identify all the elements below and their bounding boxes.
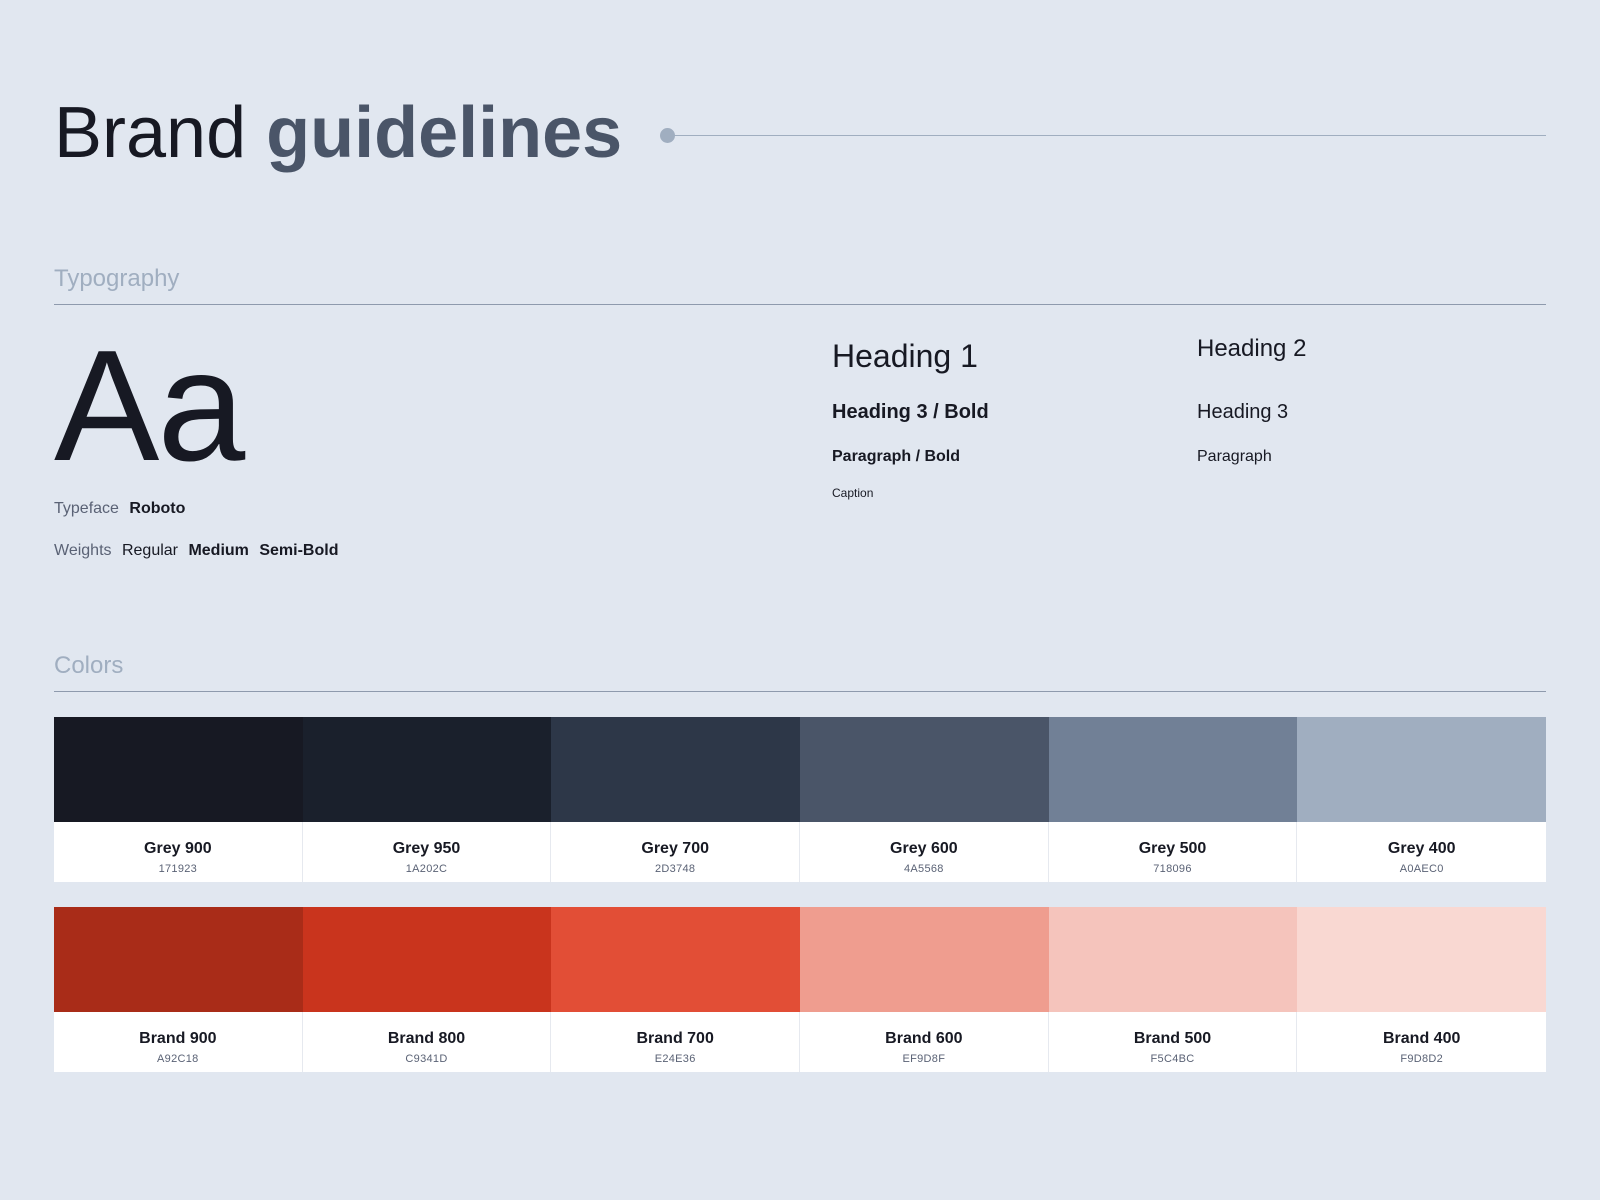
color-swatch: Grey 600 4A5568 (800, 717, 1049, 882)
swatch-hex: A92C18 (157, 1053, 199, 1065)
swatch-hex: F9D8D2 (1400, 1053, 1444, 1065)
swatch-hex: C9341D (405, 1053, 448, 1065)
swatch-name: Brand 600 (885, 1030, 963, 1047)
typography-section-title: Typography (54, 264, 1546, 305)
swatch-hex: A0AEC0 (1399, 863, 1444, 875)
color-swatch: Brand 700 E24E36 (551, 907, 801, 1072)
swatch-color-block (54, 907, 303, 1012)
swatch-name: Grey 700 (641, 840, 709, 857)
page-title-accent: guidelines (266, 93, 623, 173)
swatch-info: Brand 800 C9341D (302, 1012, 552, 1072)
swatch-color-block (302, 717, 552, 822)
page-header: Brand guidelines (54, 88, 1546, 178)
style-heading-1: Heading 1 (832, 338, 978, 374)
weights-label: Weights (54, 542, 112, 559)
swatch-color-block (800, 717, 1049, 822)
color-swatch: Grey 400 A0AEC0 (1297, 717, 1547, 882)
divider-dot-icon (660, 127, 676, 143)
swatch-name: Grey 400 (1387, 840, 1456, 857)
swatch-info: Grey 900 171923 (54, 822, 303, 882)
style-heading-2: Heading 2 (1197, 335, 1307, 362)
swatch-info: Grey 400 A0AEC0 (1297, 822, 1547, 882)
swatch-info: Brand 600 EF9D8F (800, 1012, 1049, 1072)
swatch-hex: EF9D8F (902, 1053, 946, 1065)
swatch-color-block (800, 907, 1049, 1012)
weight-medium: Medium (188, 542, 249, 559)
color-swatch: Brand 400 F9D8D2 (1297, 907, 1547, 1072)
color-swatch: Grey 950 1A202C (302, 717, 552, 882)
swatch-info: Brand 500 F5C4BC (1048, 1012, 1298, 1072)
color-swatch: Brand 800 C9341D (302, 907, 552, 1072)
style-paragraph-bold: Paragraph / Bold (832, 448, 961, 465)
typeface-row: Typeface Roboto (54, 499, 191, 519)
color-swatch: Grey 500 718096 (1048, 717, 1298, 882)
title-divider (660, 127, 1546, 143)
swatch-hex: 4A5568 (903, 863, 944, 875)
swatch-color-block (54, 717, 303, 822)
style-heading-3-bold: Heading 3 / Bold (832, 401, 989, 423)
swatch-name: Brand 800 (387, 1030, 466, 1047)
swatch-info: Brand 400 F9D8D2 (1297, 1012, 1547, 1072)
color-swatch: Brand 500 F5C4BC (1048, 907, 1298, 1072)
swatch-hex: F5C4BC (1150, 1053, 1195, 1065)
swatch-color-block (1048, 907, 1298, 1012)
style-heading-3: Heading 3 (1197, 401, 1289, 423)
swatch-color-block (551, 717, 801, 822)
page-title-main: Brand (54, 93, 247, 173)
color-swatch: Grey 900 171923 (54, 717, 303, 882)
brand-palette: Brand 900 A92C18 Brand 800 C9341D Brand … (54, 907, 1547, 1072)
color-swatch: Brand 600 EF9D8F (800, 907, 1049, 1072)
style-paragraph: Paragraph (1197, 448, 1272, 465)
swatch-color-block (1048, 717, 1298, 822)
swatch-info: Grey 700 2D3748 (551, 822, 801, 882)
typeface-sample: Aa (54, 318, 245, 494)
swatch-hex: E24E36 (654, 1053, 696, 1065)
swatch-name: Brand 900 (139, 1030, 217, 1047)
swatch-name: Grey 950 (392, 840, 461, 857)
weights-row: Weights Regular Medium Semi-Bold (54, 541, 344, 561)
swatch-info: Brand 700 E24E36 (551, 1012, 801, 1072)
typeface-value: Roboto (129, 500, 186, 517)
swatch-info: Grey 500 718096 (1048, 822, 1298, 882)
swatch-name: Grey 900 (144, 840, 212, 857)
swatch-hex: 171923 (158, 863, 198, 875)
swatch-name: Grey 600 (890, 840, 958, 857)
swatch-color-block (302, 907, 552, 1012)
swatch-color-block (1297, 907, 1547, 1012)
typeface-label: Typeface (54, 500, 119, 517)
swatch-info: Grey 600 4A5568 (800, 822, 1049, 882)
swatch-hex: 2D3748 (655, 863, 696, 875)
swatch-info: Grey 950 1A202C (302, 822, 552, 882)
swatch-color-block (1297, 717, 1547, 822)
swatch-name: Brand 400 (1383, 1030, 1461, 1047)
swatch-name: Brand 500 (1133, 1030, 1212, 1047)
page-title: Brand guidelines (54, 88, 622, 178)
swatch-info: Brand 900 A92C18 (54, 1012, 303, 1072)
weight-semi-bold: Semi-Bold (259, 542, 339, 559)
swatch-name: Brand 700 (636, 1030, 714, 1047)
style-caption: Caption (832, 486, 874, 500)
swatch-name: Grey 500 (1138, 840, 1207, 857)
swatch-color-block (551, 907, 801, 1012)
color-swatch: Brand 900 A92C18 (54, 907, 303, 1072)
weight-regular: Regular (121, 542, 178, 559)
swatch-hex: 1A202C (405, 863, 448, 875)
grey-palette: Grey 900 171923 Grey 950 1A202C Grey 700… (54, 717, 1547, 882)
colors-section-title: Colors (54, 651, 1546, 692)
color-swatch: Grey 700 2D3748 (551, 717, 801, 882)
swatch-hex: 718096 (1153, 863, 1192, 875)
